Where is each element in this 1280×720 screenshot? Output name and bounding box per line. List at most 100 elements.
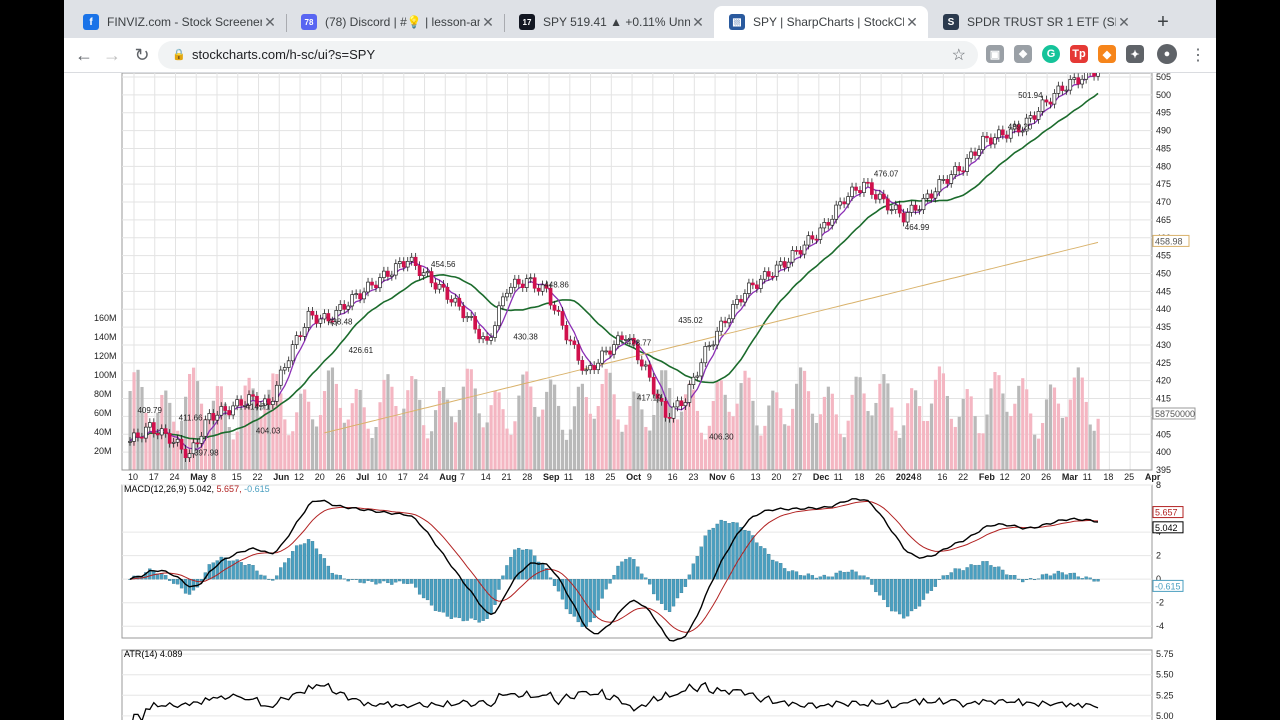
candle-body — [739, 298, 743, 303]
volume-bar — [925, 420, 930, 470]
candle-body — [592, 365, 597, 371]
macd-histogram-bar — [1068, 573, 1072, 580]
candle-body — [318, 318, 323, 324]
candle-body — [897, 204, 902, 214]
candle-body — [485, 336, 489, 341]
macd-histogram-bar — [168, 579, 172, 581]
candle-body — [151, 422, 156, 434]
close-icon[interactable]: ✕ — [264, 13, 276, 30]
candle-body — [532, 277, 537, 289]
new-tab-plus-icon[interactable]: + — [1157, 10, 1169, 33]
volume-bar — [759, 435, 763, 470]
candle-body — [171, 441, 176, 444]
candle-body — [393, 263, 398, 276]
x-axis-label: 24 — [419, 472, 429, 482]
candle-body — [651, 376, 656, 395]
macd-histogram-bar — [898, 579, 902, 615]
x-axis-label: May — [190, 472, 208, 482]
macd-histogram-bar — [691, 563, 696, 580]
volume-bar — [489, 405, 493, 470]
menu-kebab-icon[interactable]: ⋮ — [1190, 47, 1206, 64]
volume-bar — [850, 394, 854, 470]
candle-body — [814, 238, 819, 241]
close-icon[interactable]: ✕ — [482, 13, 494, 30]
macd-histogram-bar — [382, 579, 386, 582]
macd-histogram-bar — [251, 565, 255, 580]
tab-discord[interactable]: 78 (78) Discord | #💡 | lesson-an ✕ — [286, 6, 504, 38]
tab-stockcharts[interactable]: ▧ SPY | SharpCharts | StockCha ✕ — [714, 6, 928, 38]
back-arrow-icon[interactable]: ← — [75, 44, 93, 65]
tab-spdr[interactable]: S SPDR TRUST SR 1 ETF (SPY) ✕ — [928, 6, 1140, 38]
candle-body — [370, 281, 374, 286]
candle-body — [655, 393, 660, 399]
volume-bar — [156, 412, 160, 470]
close-icon[interactable]: ✕ — [1118, 13, 1130, 30]
volume-bar — [358, 389, 362, 470]
candle-body — [643, 364, 648, 367]
volume-bar — [695, 410, 700, 470]
candle-body — [893, 204, 898, 210]
macd-histogram-bar — [346, 579, 350, 582]
volume-bar — [739, 383, 743, 470]
macd-histogram-bar — [743, 529, 747, 580]
candle-body — [505, 292, 509, 298]
x-axis-label: 18 — [585, 472, 595, 482]
tab-finviz[interactable]: f FINVIZ.com - Stock Screener ✕ — [68, 6, 286, 38]
volume-bar — [644, 426, 648, 470]
candle-body — [647, 364, 652, 378]
candle-body — [354, 293, 358, 296]
candle-body — [509, 286, 513, 294]
extensions-puzzle-icon[interactable]: ✦ — [1126, 45, 1144, 63]
screenshot-extension-icon[interactable]: ▣ — [986, 45, 1004, 63]
grammarly-icon[interactable]: G — [1042, 45, 1060, 63]
x-axis-label: 6 — [730, 472, 735, 482]
bookmark-star-icon[interactable]: ☆ — [951, 47, 966, 64]
volume-bar — [870, 415, 874, 470]
candle-body — [1012, 124, 1017, 130]
candle-body — [858, 190, 862, 193]
volume-bar — [184, 396, 188, 470]
macd-histogram-bar — [612, 574, 616, 580]
address-url[interactable]: stockcharts.com/h-sc/ui?s=SPY — [192, 47, 376, 62]
macd-histogram-bar — [457, 579, 461, 619]
price-tick-label: 420 — [1156, 376, 1171, 386]
atr-panel-frame — [121, 649, 1153, 720]
candle-body — [286, 360, 291, 368]
candle-body — [945, 179, 950, 184]
candle-body — [877, 193, 882, 200]
volume-bar — [795, 383, 799, 470]
macd-tick-label: 8 — [1156, 480, 1161, 490]
volume-bar — [382, 379, 386, 470]
candle-body — [270, 401, 275, 405]
macd-histogram-bar — [703, 535, 707, 580]
macd-histogram-bar — [695, 556, 699, 580]
macd-histogram-bar — [350, 579, 354, 580]
macd-histogram-bar — [421, 579, 426, 599]
close-icon[interactable]: ✕ — [692, 13, 704, 30]
dropbox-icon[interactable]: ❖ — [1014, 45, 1032, 63]
candle-body — [477, 328, 481, 340]
candle-body — [663, 401, 668, 418]
macd-histogram-bar — [517, 547, 521, 580]
macd-histogram-bar — [616, 565, 620, 580]
candle-body — [298, 335, 303, 337]
forward-arrow-icon[interactable]: → — [103, 44, 121, 65]
candle-body — [719, 320, 723, 332]
tab-tradingview[interactable]: 17 SPY 519.41 ▲ +0.11% Unnam ✕ — [504, 6, 714, 38]
macd-histogram-bar — [747, 530, 751, 580]
price-tick-label: 440 — [1156, 304, 1171, 314]
tp-extension-icon[interactable]: Tp — [1070, 45, 1088, 63]
address-bar[interactable]: 🔒 stockcharts.com/h-sc/ui?s=SPY ☆ — [158, 41, 978, 69]
x-axis-label: 20 — [1020, 472, 1030, 482]
price-annotation: 448.86 — [544, 281, 569, 290]
metamask-icon[interactable]: ◆ — [1098, 45, 1116, 63]
profile-avatar-icon[interactable]: ● — [1157, 44, 1177, 64]
candle-body — [1004, 134, 1009, 139]
macd-histogram-bar — [338, 575, 342, 580]
volume-bar — [1080, 377, 1084, 470]
candle-body — [215, 414, 220, 421]
price-annotation: 501.94 — [1018, 91, 1043, 100]
macd-tick-label: -2 — [1156, 598, 1164, 608]
close-icon[interactable]: ✕ — [906, 13, 918, 30]
reload-icon[interactable]: ↻ — [134, 44, 150, 65]
